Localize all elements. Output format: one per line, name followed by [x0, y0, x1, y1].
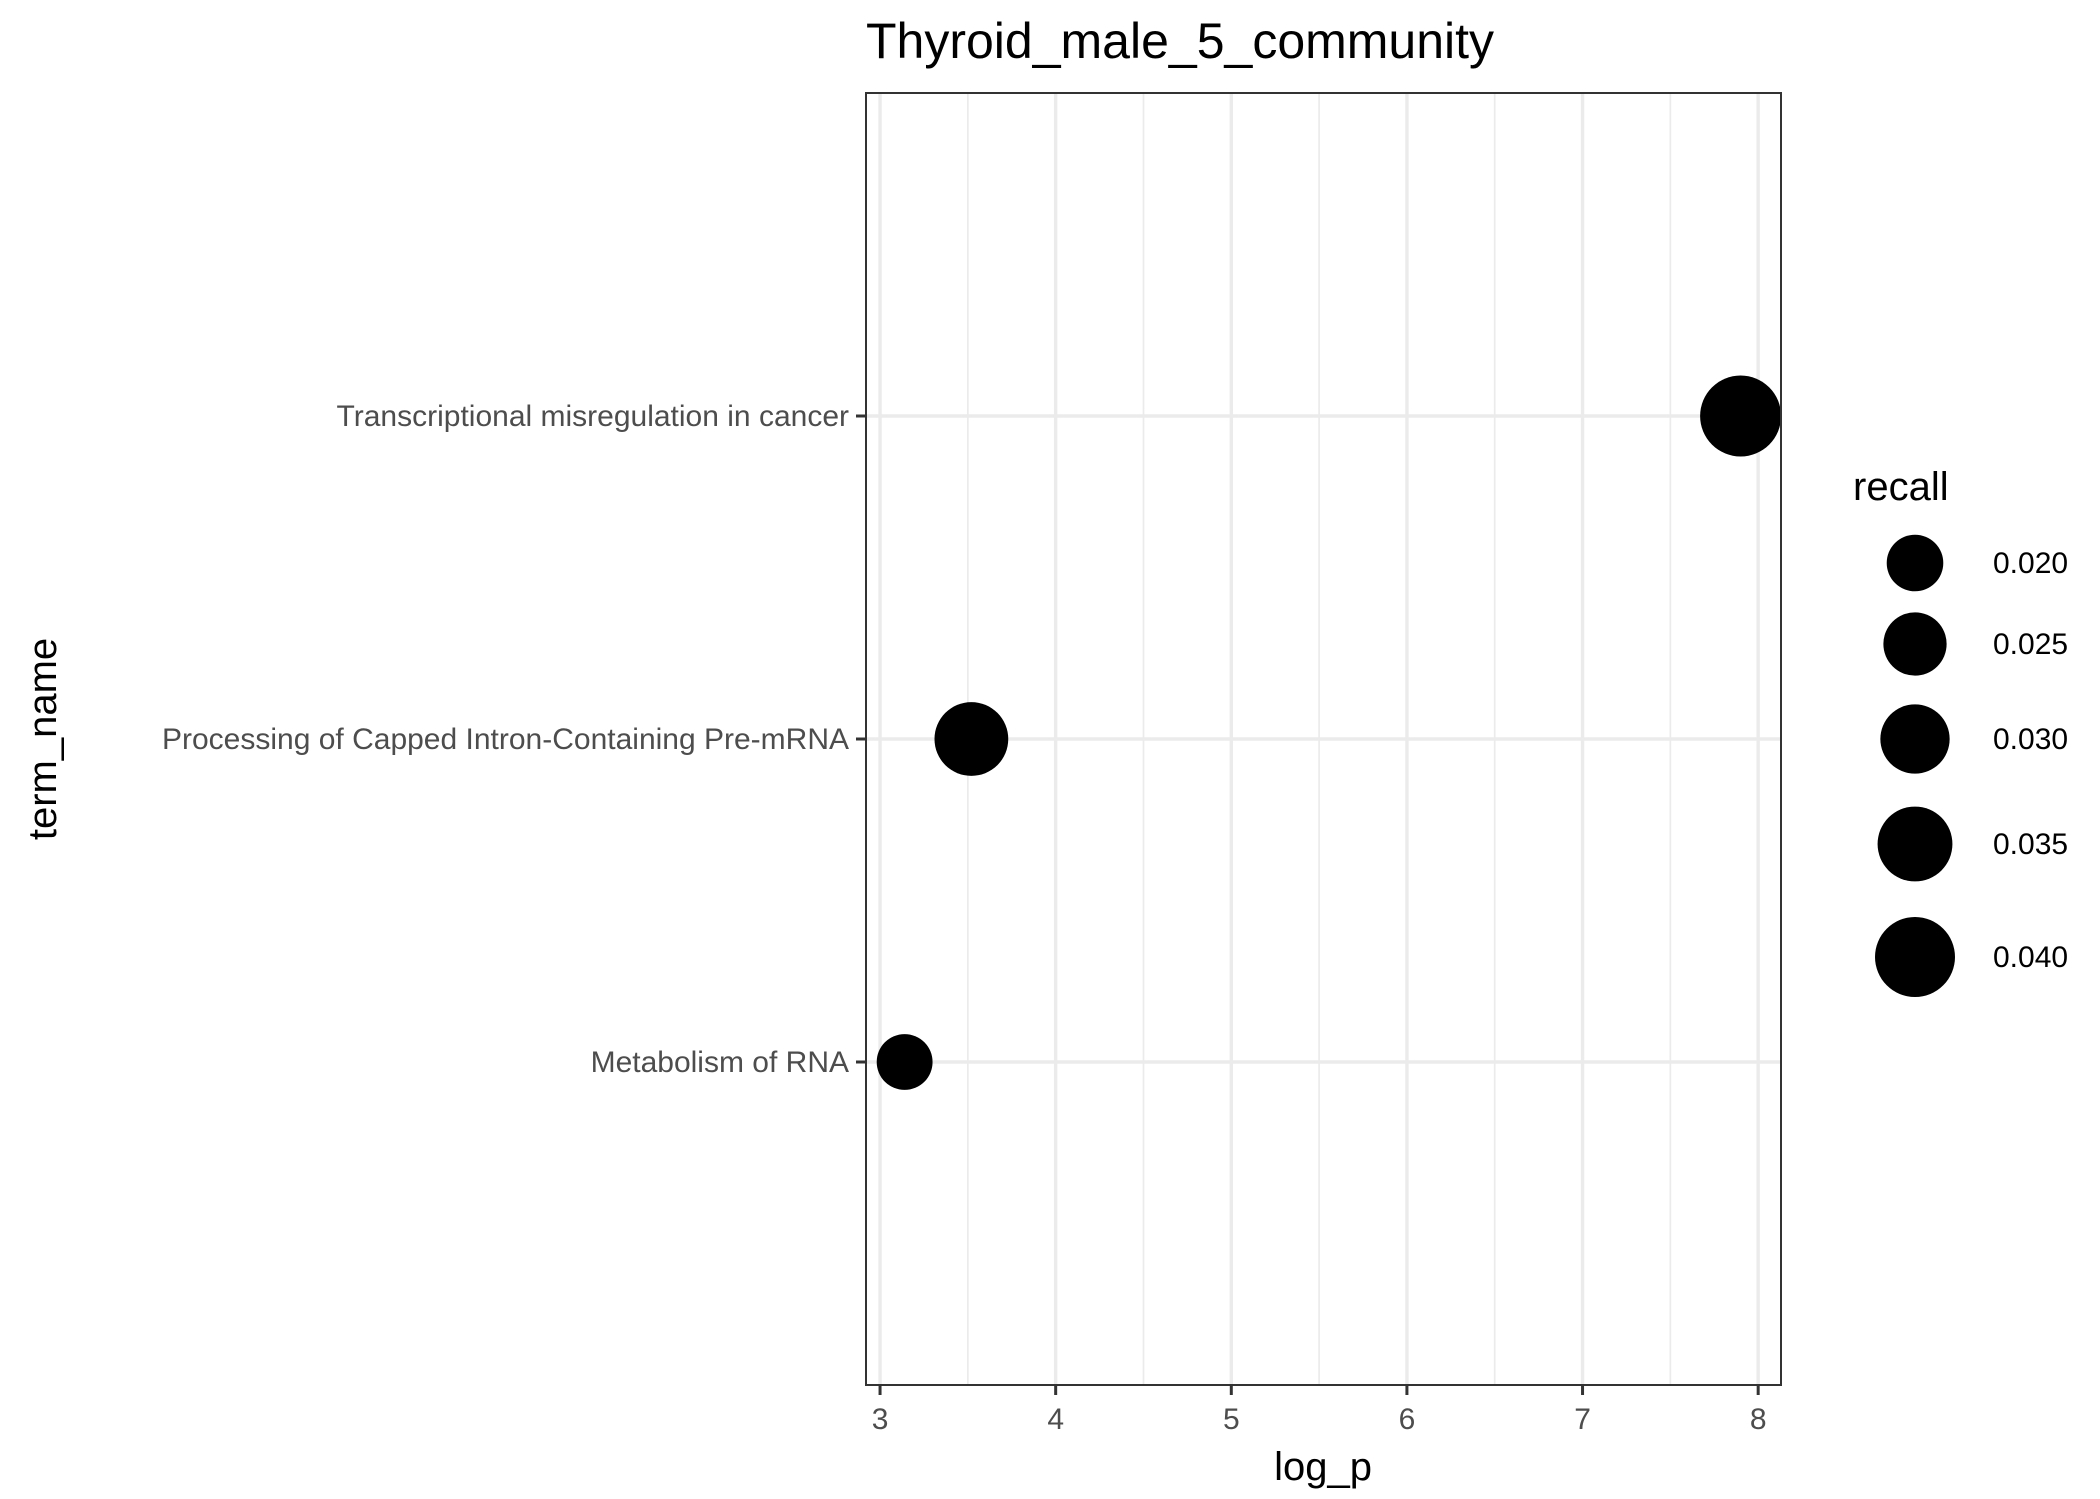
data-point	[876, 1034, 933, 1090]
x-axis-title: log_p	[1274, 1445, 1372, 1489]
legend-key-circle	[1883, 612, 1947, 676]
legend-key-label: 0.030	[1993, 723, 2068, 756]
data-point	[934, 702, 1009, 776]
legend-key-circle	[1880, 704, 1950, 774]
data-point	[1700, 375, 1782, 457]
x-tick-label: 8	[1750, 1403, 1767, 1436]
grid-lines	[866, 93, 1781, 1385]
legend-key-label: 0.035	[1993, 828, 2068, 861]
x-tick-label: 7	[1574, 1403, 1591, 1436]
chart-title: Thyroid_male_5_community	[866, 13, 1494, 69]
x-tick-label: 5	[1223, 1403, 1240, 1436]
y-tick-label: Processing of Capped Intron-Containing P…	[162, 723, 849, 756]
y-tick-label: Metabolism of RNA	[591, 1046, 849, 1079]
y-axis-title: term_name	[21, 638, 65, 840]
x-tick-label: 4	[1047, 1403, 1064, 1436]
legend-key-circle	[1886, 534, 1944, 592]
x-tick-label: 3	[872, 1403, 889, 1436]
y-tick-label: Transcriptional misregulation in cancer	[337, 400, 849, 433]
size-legend: recall 0.020 0.025 0.030 0.035 0.040	[1853, 465, 2068, 997]
data-points	[876, 375, 1782, 1090]
legend-key-label: 0.040	[1993, 941, 2068, 974]
x-tick-label: 6	[1399, 1403, 1416, 1436]
legend-key-circle	[1877, 806, 1953, 882]
legend-key-circle	[1875, 917, 1955, 997]
y-axis: Transcriptional misregulation in cancer P…	[162, 400, 866, 1079]
legend-title: recall	[1853, 465, 1949, 509]
legend-key-label: 0.020	[1993, 547, 2068, 580]
legend-key-label: 0.025	[1993, 628, 2068, 661]
x-axis: 3 4 5 6 7 8	[872, 1385, 1767, 1436]
